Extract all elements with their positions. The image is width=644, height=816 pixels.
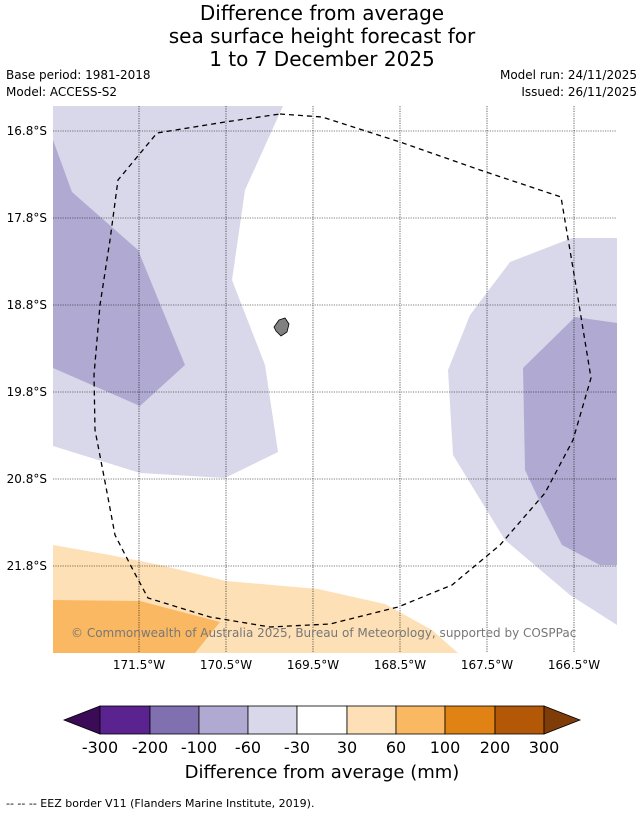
lon-label: 171.5°W <box>113 658 165 672</box>
colorbar-tick: -60 <box>234 738 262 757</box>
anomaly-region-pos-medium-southwest <box>53 600 220 653</box>
colorbar-swatch <box>494 705 545 735</box>
colorbar-tick: -30 <box>283 738 311 757</box>
colorbar-tick: 30 <box>336 738 358 757</box>
issued-date: Issued: 26/11/2025 <box>521 85 637 99</box>
eez-footnote: -- -- -- EEZ border V11 (Flanders Marine… <box>6 797 315 810</box>
anomaly-region-neg-medium-west <box>53 140 185 406</box>
lon-label: 167.5°W <box>461 658 513 672</box>
model-run: Model run: 24/11/2025 <box>499 68 637 82</box>
colorbar-tick: 300 <box>528 738 560 757</box>
lat-label: 18.8°S <box>7 298 47 312</box>
lat-label: 19.8°S <box>7 385 47 399</box>
island-land <box>273 317 290 337</box>
colorbar-extend-low <box>62 705 101 735</box>
graticule <box>53 106 617 653</box>
lon-label: 170.5°W <box>200 658 252 672</box>
title-line-2: sea surface height forecast for <box>168 24 476 48</box>
colorbar-swatch <box>296 705 348 735</box>
colorbar-swatch <box>444 705 496 735</box>
lat-label: 20.8°S <box>7 472 47 486</box>
colorbar-tick: -300 <box>81 738 119 757</box>
map-attribution: © Commonwealth of Australia 2025, Bureau… <box>71 626 576 640</box>
colorbar-tick: 60 <box>385 738 407 757</box>
colorbar-tick: -200 <box>131 738 169 757</box>
colorbar-label: Difference from average (mm) <box>184 762 460 783</box>
colorbar-swatch <box>99 705 151 735</box>
colorbar-extend-high <box>543 705 582 735</box>
lat-label: 17.8°S <box>7 211 47 225</box>
colorbar-tick: -100 <box>180 738 218 757</box>
colorbar-tick: 100 <box>429 738 461 757</box>
base-period: Base period: 1981-2018 <box>6 68 151 82</box>
anomaly-region-neg-medium-east <box>523 317 617 565</box>
colorbar <box>62 705 582 735</box>
lat-label: 21.8°S <box>7 559 47 573</box>
colorbar-swatch <box>395 705 446 735</box>
title-line-1: Difference from average <box>199 1 445 25</box>
lon-label: 169.5°W <box>287 658 339 672</box>
model-name: Model: ACCESS-S2 <box>6 85 118 99</box>
lat-label: 16.8°S <box>7 124 47 138</box>
title-line-3: 1 to 7 December 2025 <box>209 47 435 71</box>
colorbar-swatch <box>346 705 397 735</box>
colorbar-swatch <box>149 705 200 735</box>
colorbar-swatch <box>198 705 249 735</box>
colorbar-tick: 200 <box>479 738 511 757</box>
eez-border <box>93 113 592 628</box>
lon-label: 166.5°W <box>548 658 600 672</box>
lon-label: 168.5°W <box>374 658 426 672</box>
colorbar-swatch <box>247 705 298 735</box>
